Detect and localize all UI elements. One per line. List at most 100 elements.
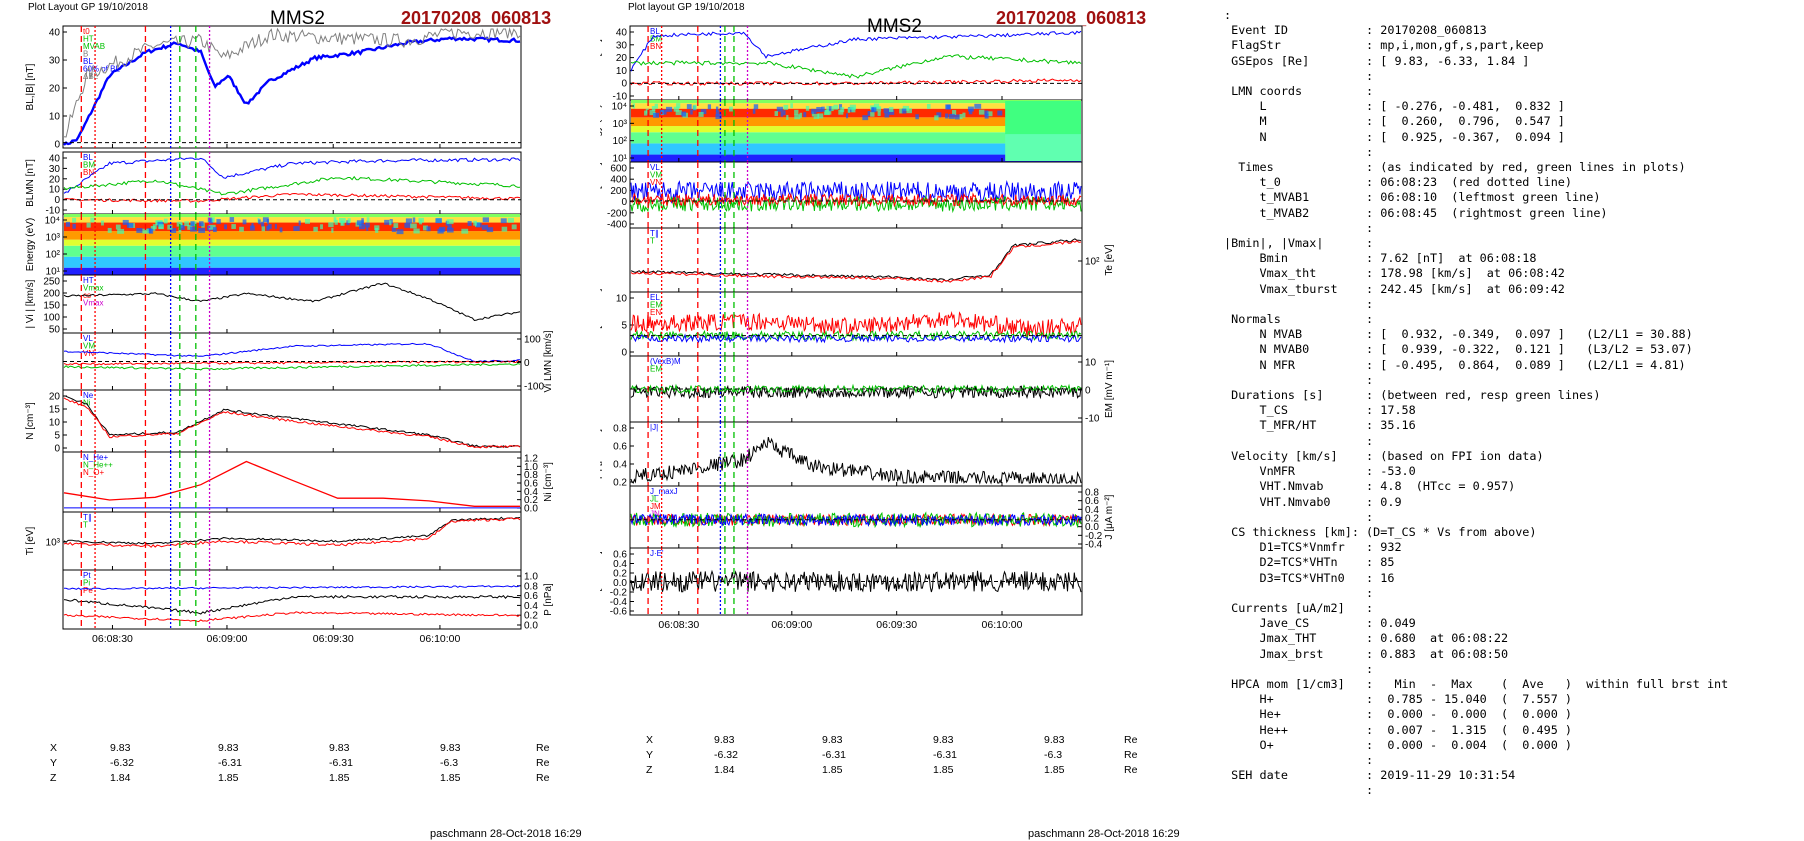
coord-value: 1.85 xyxy=(440,772,461,784)
heatmap-speckle xyxy=(833,104,839,110)
y-axis-label: P [nPa] xyxy=(543,583,554,616)
heatmap-speckle xyxy=(239,226,244,232)
y-axis-label: ELMN [mV m⁻¹] xyxy=(600,288,603,359)
panel: 10¹ 10² 10³ 10⁴ Energy (eV) xyxy=(25,213,522,278)
info-line: : xyxy=(1224,433,1374,448)
heatmap-speckle xyxy=(412,217,416,223)
info-line: : xyxy=(1224,296,1374,311)
legend-entry: N_He++ xyxy=(83,461,113,470)
y-tick-label: 0 xyxy=(54,140,60,151)
heatmap-speckle xyxy=(261,221,265,227)
info-line: : xyxy=(1224,220,1374,235)
series-line xyxy=(63,611,521,623)
y-tick-label: 0.8 xyxy=(524,470,538,481)
heatmap-speckle xyxy=(439,226,446,232)
heatmap-speckle xyxy=(261,226,266,232)
heatmap-speckle xyxy=(366,225,369,231)
info-line: LMN coords : xyxy=(1224,84,1374,99)
y-tick-label: -200 xyxy=(607,208,627,219)
info-line: t_MVAB2 : 06:08:45 (rightmost green line… xyxy=(1224,205,1608,220)
heatmap-speckle xyxy=(418,217,424,223)
y-tick-label: 40 xyxy=(49,28,61,39)
coord-value: 1.84 xyxy=(714,764,735,776)
y-tick-label: 20 xyxy=(616,53,628,64)
heatmap-speckle xyxy=(675,110,682,116)
y-tick-label: 0.2 xyxy=(524,495,538,506)
coord-value: 1.85 xyxy=(1044,764,1065,776)
series-line xyxy=(630,78,1082,86)
heatmap-speckle xyxy=(840,107,845,113)
legend-entry: T xyxy=(83,521,88,530)
series-line xyxy=(630,179,1082,205)
y-tick-label: -10 xyxy=(613,92,628,103)
series-line xyxy=(630,436,1082,485)
y-tick-label: 0.6 xyxy=(524,591,538,602)
y-tick-label: 0.0 xyxy=(1085,522,1099,533)
info-line: : xyxy=(1224,752,1374,767)
heatmap-speckle xyxy=(659,109,667,115)
heatmap-speckle xyxy=(251,223,254,228)
heatmap-speckle xyxy=(426,226,431,232)
heatmap-speckle xyxy=(198,221,204,227)
info-line: CS thickness [km]: (D=T_CS * Vs from abo… xyxy=(1224,524,1537,539)
heatmap-band xyxy=(1005,101,1081,136)
right-event-title: 20170208_060813 xyxy=(996,8,1147,28)
y-tick-label: 0 xyxy=(1085,386,1091,397)
heatmap-speckle xyxy=(954,114,960,120)
heatmap-speckle xyxy=(984,113,989,119)
heatmap-band xyxy=(631,100,1081,104)
y-tick-label: 0.0 xyxy=(524,621,538,632)
info-line: N MVAB : [ 0.932, -0.349, 0.097 ] (L2/L1… xyxy=(1224,327,1693,342)
legend-entry: BL xyxy=(83,57,93,66)
series-line xyxy=(63,175,521,196)
heatmap-speckle xyxy=(413,228,420,234)
info-line: L : [ -0.276, -0.481, 0.832 ] xyxy=(1224,99,1565,114)
heatmap-speckle xyxy=(320,224,323,230)
heatmap-band xyxy=(631,143,1081,155)
heatmap-speckle xyxy=(142,228,149,234)
y-tick-label: 20 xyxy=(49,174,61,185)
y-tick-label: 100 xyxy=(524,335,541,346)
info-line: : xyxy=(1224,661,1374,676)
heatmap-speckle xyxy=(212,227,217,233)
heatmap-speckle xyxy=(848,107,854,113)
info-line: D2=TCS*VHTn : 85 xyxy=(1224,555,1395,570)
info-line: SEH date : 2019-11-29 10:31:54 xyxy=(1224,768,1516,783)
heatmap-speckle xyxy=(331,227,334,233)
heatmap-speckle xyxy=(901,108,907,114)
heatmap-speckle xyxy=(783,110,786,116)
heatmap-speckle xyxy=(72,217,77,223)
y-tick-label: 10⁴ xyxy=(45,216,60,227)
panel-frame xyxy=(62,274,522,334)
y-tick-label: 10 xyxy=(49,112,61,123)
y-tick-label: -0.4 xyxy=(610,597,628,608)
heatmap-speckle xyxy=(500,218,507,224)
heatmap-speckle xyxy=(884,112,890,118)
heatmap-speckle xyxy=(224,224,228,230)
info-line: He+ : 0.000 - 0.000 ( 0.000 ) xyxy=(1224,707,1573,722)
heatmap-speckle xyxy=(997,110,1003,116)
heatmap-speckle xyxy=(267,224,272,229)
y-tick-label: 30 xyxy=(49,164,61,175)
left-spacecraft-title: MMS2 xyxy=(270,8,325,29)
heatmap-speckle xyxy=(476,222,482,228)
series-line xyxy=(63,282,521,322)
y-tick-label: 1.0 xyxy=(524,462,538,473)
heatmap-speckle xyxy=(753,104,759,110)
heatmap-speckle xyxy=(666,106,673,112)
y-tick-label: 0.2 xyxy=(613,478,627,489)
time-tick-label: 06:09:30 xyxy=(313,633,354,645)
series-line xyxy=(630,30,1082,72)
heatmap-speckle xyxy=(715,110,720,116)
legend-entry: T∥ xyxy=(650,229,659,238)
heatmap-speckle xyxy=(262,217,269,223)
legend-entry: T∥ xyxy=(83,513,92,522)
heatmap-speckle xyxy=(786,114,789,120)
info-line: Currents [uA/m2] : xyxy=(1224,600,1374,615)
heatmap-band xyxy=(631,154,1081,162)
heatmap-speckle xyxy=(871,107,877,113)
y-tick-label: 0.2 xyxy=(1085,514,1099,525)
info-line: H+ : 0.785 - 15.040 ( 7.557 ) xyxy=(1224,692,1573,707)
heatmap-speckle xyxy=(167,224,173,230)
